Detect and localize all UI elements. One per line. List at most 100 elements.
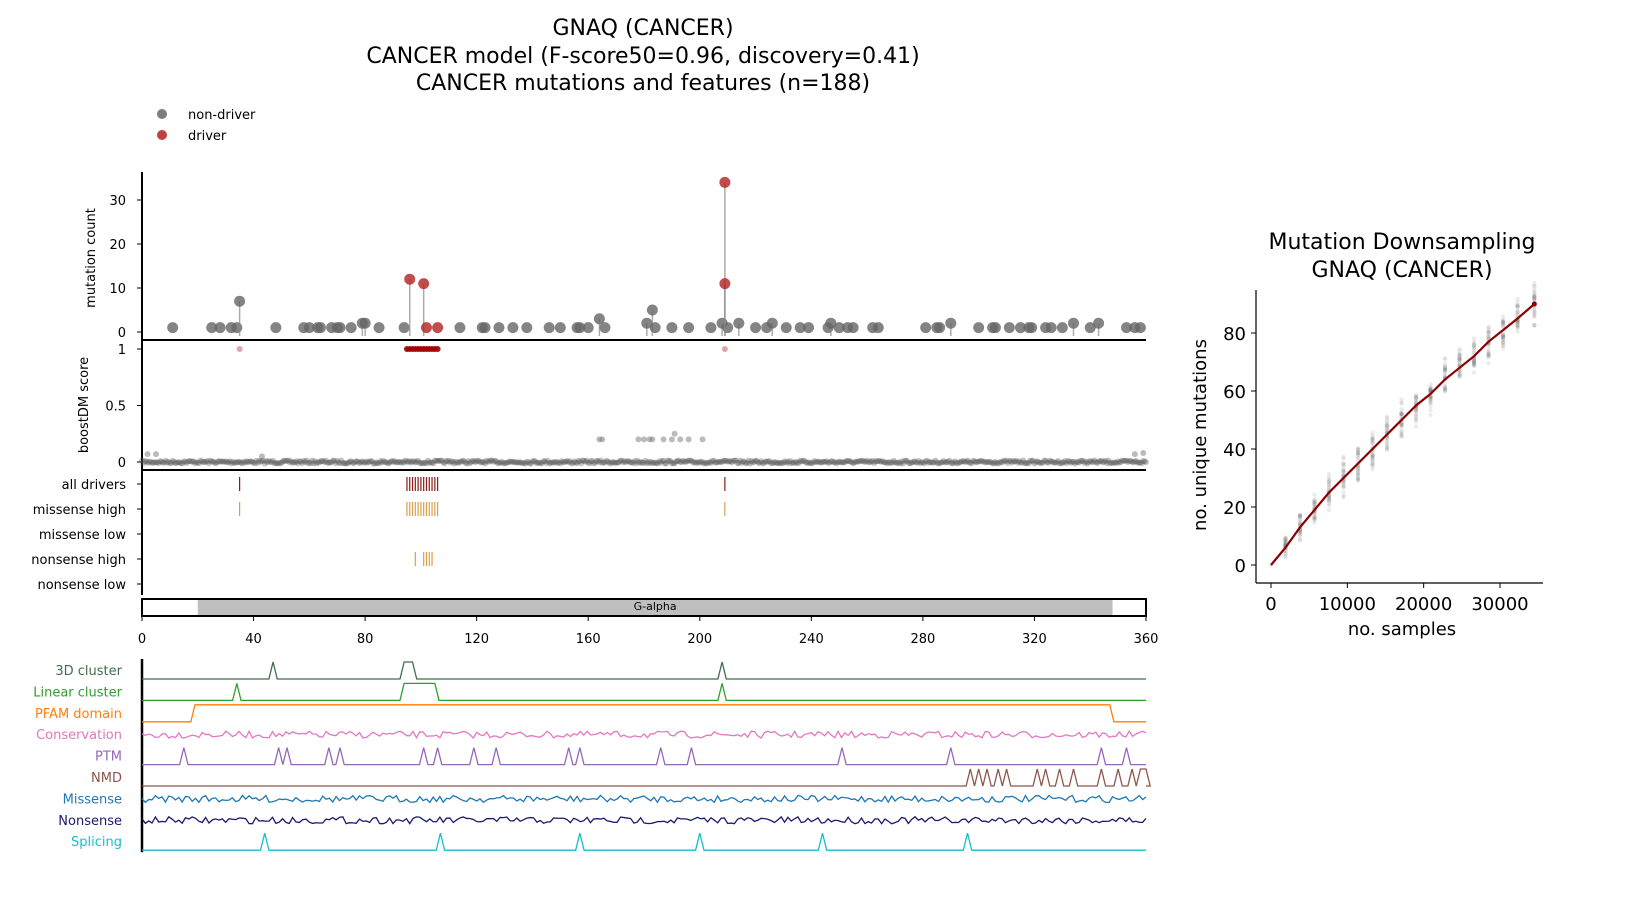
score-point: [278, 459, 285, 466]
score-point: [977, 458, 984, 465]
score-point: [827, 458, 834, 465]
score-point: [240, 458, 247, 465]
score-point: [187, 458, 194, 465]
score-point: [535, 459, 542, 466]
score-point: [154, 459, 161, 466]
replicate-point: [1500, 314, 1506, 319]
replicate-point: [1312, 515, 1317, 520]
score-point: [385, 460, 392, 467]
score-point: [459, 457, 466, 464]
replicate-point: [1384, 439, 1390, 444]
score-point: [745, 457, 752, 464]
score-point: [352, 458, 359, 465]
replicate-point: [1442, 370, 1448, 376]
replicate-point: [1500, 318, 1506, 323]
score-point: [476, 458, 483, 465]
score-point: [339, 460, 346, 467]
replicate-point: [1500, 340, 1506, 345]
score-point: [851, 459, 858, 466]
score-point: [388, 458, 395, 465]
replicate-point: [1500, 336, 1506, 341]
replicate-point: [1355, 455, 1361, 461]
replicate-point: [1486, 330, 1491, 335]
score-point: [989, 460, 996, 467]
score-point: [847, 458, 854, 465]
score-point: [1018, 459, 1025, 466]
score-point: [809, 459, 816, 466]
score-point: [290, 458, 297, 465]
y-tick-label: 20: [1223, 498, 1246, 519]
score-point: [615, 459, 622, 466]
score-point: [742, 460, 749, 467]
score-point: [157, 458, 164, 465]
score-point: [444, 457, 451, 464]
score-point: [519, 460, 526, 467]
score-point: [1076, 459, 1083, 466]
replicate-point: [1442, 361, 1448, 367]
feature-label: NMD: [91, 771, 122, 786]
score-point: [594, 457, 601, 464]
score-point: [343, 460, 350, 467]
score-point: [875, 457, 882, 464]
score-point: [201, 459, 208, 466]
score-point: [951, 458, 958, 465]
score-point: [904, 458, 911, 465]
score-point: [226, 458, 233, 465]
score-point: [982, 459, 989, 466]
replicate-point: [1355, 466, 1361, 471]
score-point: [261, 460, 268, 467]
score-point: [147, 458, 154, 465]
score-point: [219, 458, 226, 465]
score-point: [277, 460, 284, 467]
replicate-point: [1413, 417, 1419, 422]
score-point: [777, 459, 784, 466]
score-point: [687, 457, 694, 464]
score-point: [677, 436, 684, 443]
score-point: [502, 459, 509, 466]
replicate-point: [1442, 366, 1448, 371]
replicate-point: [1326, 496, 1332, 501]
replicate-point: [1515, 303, 1520, 308]
score-point: [224, 459, 231, 466]
score-point: [1124, 459, 1131, 466]
score-point: [617, 457, 624, 464]
replicate-point: [1312, 499, 1317, 505]
replicate-point: [1341, 480, 1346, 485]
replicate-point: [1326, 496, 1332, 502]
replicate-point: [1355, 450, 1361, 455]
score-point: [438, 457, 445, 464]
score-point: [207, 457, 214, 464]
score-point: [765, 458, 772, 465]
replicate-point: [1384, 423, 1390, 428]
feature-label: PTM: [95, 750, 122, 765]
replicate-point: [1515, 323, 1520, 328]
replicate-point: [1428, 386, 1433, 391]
replicate-point: [1341, 479, 1346, 485]
feature-line: [142, 833, 1146, 851]
replicate-point: [1413, 419, 1419, 424]
score-point: [1090, 459, 1097, 466]
score-point: [709, 458, 716, 465]
score-point: [752, 457, 759, 464]
replicate-point: [1297, 537, 1303, 542]
score-point: [788, 460, 795, 467]
replicate-point: [1486, 333, 1491, 339]
score-point: [596, 459, 603, 466]
score-point: [500, 460, 507, 467]
replicate-point: [1341, 468, 1346, 474]
score-point: [495, 459, 502, 466]
score-point: [193, 459, 200, 466]
score-point: [589, 458, 596, 465]
score-point: [770, 459, 777, 466]
score-point: [514, 459, 521, 466]
score-point: [673, 458, 680, 465]
replicate-point: [1370, 461, 1375, 466]
score-point: [284, 457, 291, 464]
score-point: [1143, 459, 1149, 466]
replicate-point: [1486, 328, 1491, 333]
replicate-point: [1515, 304, 1520, 309]
non-driver-point: [934, 322, 946, 334]
score-point: [1062, 457, 1069, 464]
score-point: [345, 459, 352, 466]
